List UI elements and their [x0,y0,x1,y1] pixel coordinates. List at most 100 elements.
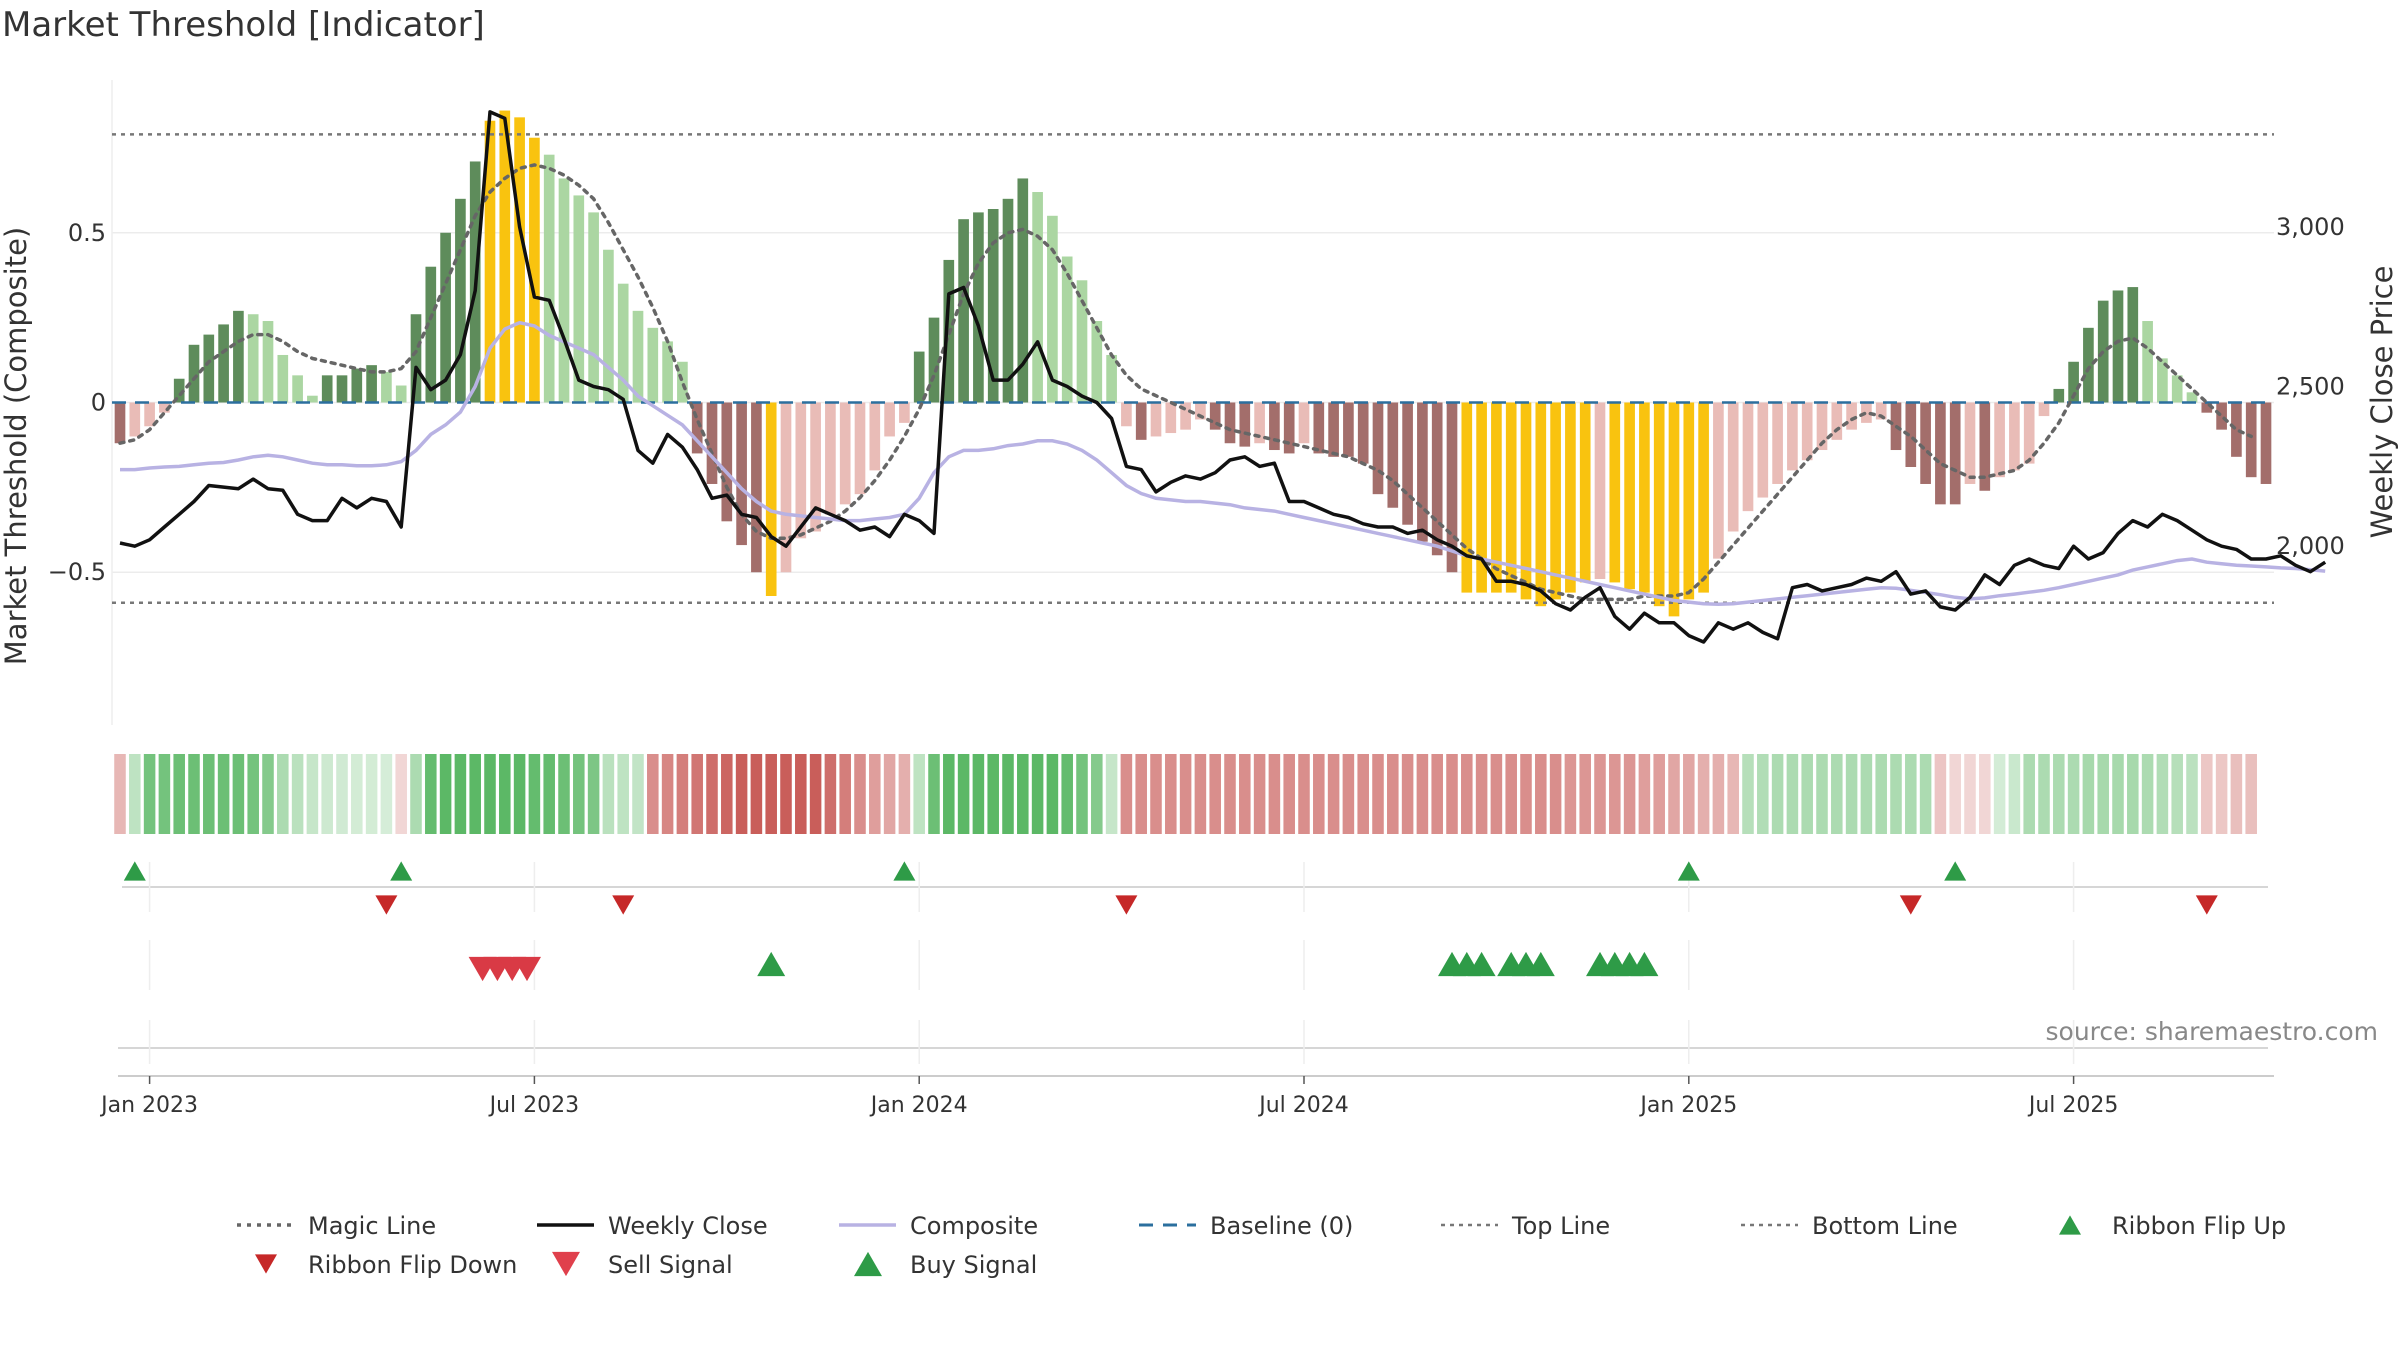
composite-bar [1357,402,1369,464]
ribbon-cell [1520,754,1532,834]
composite-bar [1520,402,1532,600]
ribbon-cell [1446,754,1458,834]
composite-bar [1875,402,1887,420]
ribbon-cell [824,754,837,834]
ribbon-cell [1283,754,1295,834]
composite-bar [1979,402,1991,491]
composite-bar [1461,402,1473,593]
ribbon-cell [1535,754,1547,834]
ribbon-cell [1475,754,1488,834]
ribbon-cell [661,754,674,834]
composite-bar [647,327,659,403]
composite-bar [159,402,170,413]
buy-signal-marker [757,951,786,977]
ribbon-cell [306,754,319,834]
ribbon-cell [499,754,511,834]
ribbon-cell [1742,754,1754,834]
composite-bar [188,344,200,403]
composite-bar [1683,402,1695,600]
composite-bar [1831,402,1843,440]
composite-bar [795,402,807,539]
legend-item: Top Line [1441,1212,1610,1240]
legend-item: Magic Line [237,1212,436,1240]
y2-tick-label: 2,500 [2276,373,2345,401]
composite-bar [425,266,437,403]
ribbon-cell [2097,754,2109,834]
ribbon-cell [1298,754,1310,834]
ribbon-cell [1150,754,1162,834]
composite-bar [691,402,703,454]
legend-item: Ribbon Flip Up [2059,1212,2286,1240]
composite-bar [366,365,377,403]
x-tick-label: Jul 2024 [1257,1093,1349,1118]
legend-item: Composite [839,1212,1038,1240]
legend-item: Bottom Line [1741,1212,1958,1240]
composite-bar [1698,402,1709,593]
legend-item: Ribbon Flip Down [255,1251,517,1279]
ribbon-cell [1357,754,1369,834]
composite-bar [1579,402,1591,583]
y-axis-label: Market Threshold (Composite) [0,227,33,665]
ribbon-cell [1993,754,2006,834]
composite-bar [1994,402,2005,478]
ribbon-cell [2245,754,2257,834]
composite-bar [203,334,215,403]
composite-bar [603,249,614,403]
composite-bar [1964,402,1976,484]
ribbon-cell [1135,754,1147,834]
ribbon-cell [721,754,733,834]
composite-bar [617,283,629,403]
ribbon-cell [2201,754,2213,834]
composite-bar [913,351,925,403]
ribbon-cell [1017,754,1029,834]
ribbon-cell [765,754,777,834]
composite-bar [1106,354,1117,403]
legend-item: Buy Signal [854,1251,1037,1279]
ribbon-cell [1179,754,1192,834]
legend: Magic Line Weekly Close Composite Baseline … [237,1212,2286,1279]
weekly-close-line [119,110,2327,644]
ribbon-flip-up-marker [893,861,916,881]
composite-bar [928,317,940,403]
ribbon-cell [528,754,541,834]
composite-bar [1801,402,1813,461]
composite-bar [736,402,747,546]
y2-axis-label: Weekly Close Price [2365,266,2399,539]
composite-bar [2112,290,2124,403]
ribbon-cell [1105,754,1118,834]
composite-bar [1431,402,1443,556]
ribbon-cell [1387,754,1399,834]
ribbon-cell [469,754,481,834]
ribbon-cell [1091,754,1103,834]
legend-item: Baseline (0) [1139,1212,1353,1240]
legend-swatch [854,1251,882,1277]
ribbon-cell [158,754,171,834]
x-tick-label: Jul 2023 [488,1093,580,1118]
composite-bar [1609,402,1621,583]
composite-bar [588,212,599,403]
composite-bar [499,110,511,403]
composite-bar [277,354,289,403]
ribbon-cell [217,754,230,834]
legend-swatch [255,1254,277,1274]
composite-bar [1639,402,1650,593]
ribbon-cell [735,754,748,834]
composite-bar [751,402,762,573]
y2-tick-label: 2,000 [2276,532,2345,560]
ribbon-flip-down-marker [612,895,635,915]
composite-bar [1283,402,1295,454]
ribbon-cell [854,754,866,834]
ribbon-cell [795,754,807,834]
buy-signal-marker [1630,951,1659,977]
composite-bar [2023,402,2035,464]
composite-bar [765,402,777,596]
ribbon-cell [1046,754,1059,834]
composite-bar [2009,402,2020,471]
composite-bar [2216,402,2227,430]
composite-bar [825,402,836,515]
composite-bar [1550,402,1561,600]
composite-bar [632,310,644,403]
ribbon-cell [336,754,348,834]
ribbon-flip-down-marker [375,895,398,915]
